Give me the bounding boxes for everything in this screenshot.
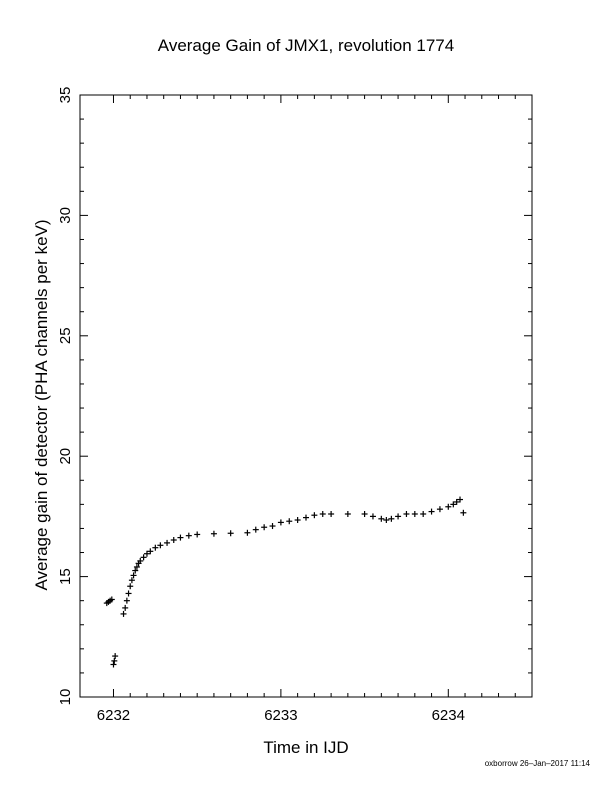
data-point <box>294 517 301 524</box>
data-point <box>445 503 452 510</box>
x-axis-label: Time in IJD <box>263 738 349 757</box>
y-axis-label: Average gain of detector (PHA channels p… <box>32 219 51 591</box>
data-point <box>269 523 276 530</box>
data-point <box>252 526 259 533</box>
chart-title: Average Gain of JMX1, revolution 1774 <box>157 36 455 55</box>
data-point <box>110 661 117 668</box>
data-point <box>132 567 139 574</box>
data-point <box>244 529 251 536</box>
data-point <box>152 544 159 551</box>
data-point <box>111 657 118 664</box>
data-point <box>403 510 410 517</box>
data-point <box>185 532 192 539</box>
data-point <box>436 506 443 513</box>
data-point <box>277 519 284 526</box>
data-point <box>311 512 318 519</box>
data-point <box>361 510 368 517</box>
y-tick-label: 35 <box>57 87 74 104</box>
data-point <box>147 548 154 555</box>
data-point <box>137 557 144 564</box>
data-point <box>127 583 134 590</box>
x-tick-label: 6233 <box>264 707 297 724</box>
data-point <box>194 531 201 538</box>
data-point <box>428 508 435 515</box>
data-point <box>460 509 467 516</box>
plot-frame <box>79 94 533 698</box>
y-tick-label: 15 <box>57 568 74 585</box>
data-point <box>286 518 293 525</box>
data-point <box>130 572 137 579</box>
data-point <box>128 577 135 584</box>
data-point <box>125 590 132 597</box>
data-point <box>388 515 395 522</box>
x-tick-label: 6232 <box>97 707 130 724</box>
x-tick-label: 6234 <box>432 707 465 724</box>
data-point <box>303 514 309 521</box>
data-point <box>369 513 376 520</box>
data-point <box>420 510 427 517</box>
data-point <box>411 510 418 517</box>
data-point <box>319 510 326 517</box>
data-point <box>261 524 268 531</box>
data-point <box>108 596 115 603</box>
y-tick-label: 25 <box>57 327 74 344</box>
data-point <box>378 515 385 522</box>
data-point <box>457 496 464 503</box>
data-point <box>170 536 177 543</box>
data-point <box>112 653 119 660</box>
data-point <box>328 510 335 517</box>
y-tick-label: 30 <box>57 207 74 224</box>
data-point <box>453 498 460 505</box>
data-point <box>140 554 147 561</box>
data-point <box>210 530 217 537</box>
data-point <box>227 530 234 537</box>
data-point <box>157 542 164 549</box>
y-tick-label: 20 <box>57 448 74 465</box>
data-point <box>120 610 127 617</box>
data-point <box>177 534 184 541</box>
data-point <box>450 501 457 508</box>
data-point <box>123 597 130 604</box>
footer-timestamp: oxborrow 26–Jan–2017 11:14 <box>484 759 590 768</box>
data-point <box>383 517 390 524</box>
y-tick-label: 10 <box>57 689 74 706</box>
data-point <box>344 510 351 517</box>
data-point <box>395 513 402 520</box>
data-point <box>143 550 150 557</box>
data-point <box>122 604 129 611</box>
data-point <box>133 563 140 570</box>
data-point <box>164 539 171 546</box>
